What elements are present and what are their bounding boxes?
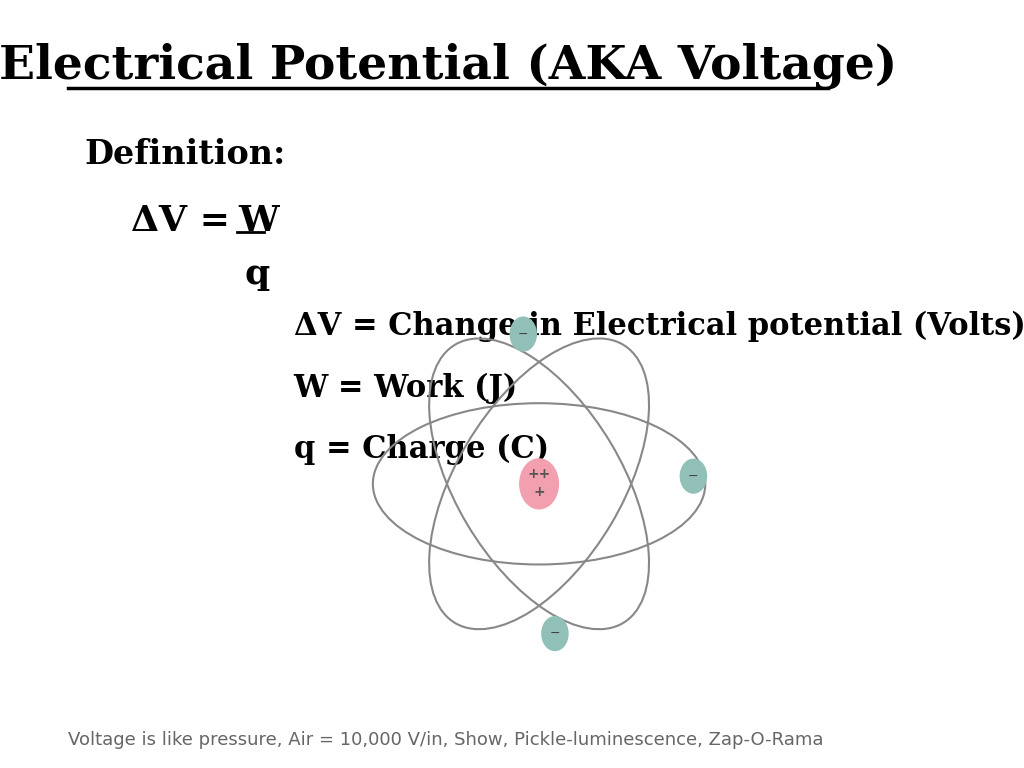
Ellipse shape [520, 459, 558, 509]
Text: −: − [518, 328, 528, 340]
Text: ΔV = Change in Electrical potential (Volts): ΔV = Change in Electrical potential (Vol… [294, 311, 1024, 343]
Text: ΔV =: ΔV = [131, 204, 230, 237]
Text: q: q [245, 257, 270, 291]
Text: q = Charge (C): q = Charge (C) [294, 434, 549, 465]
Text: W = Work (J): W = Work (J) [294, 372, 518, 404]
Text: ++: ++ [527, 467, 551, 481]
Ellipse shape [680, 459, 707, 493]
Text: Voltage is like pressure, Air = 10,000 V/in, Show, Pickle-luminescence, Zap-O-Ra: Voltage is like pressure, Air = 10,000 V… [69, 731, 823, 749]
Text: W: W [239, 204, 279, 237]
Ellipse shape [510, 317, 537, 351]
Text: −: − [688, 470, 698, 482]
Text: −: − [550, 627, 560, 640]
Text: Definition:: Definition: [84, 138, 286, 171]
Text: +: + [534, 485, 545, 498]
Ellipse shape [542, 617, 568, 650]
Text: Electrical Potential (AKA Voltage): Electrical Potential (AKA Voltage) [0, 42, 897, 89]
